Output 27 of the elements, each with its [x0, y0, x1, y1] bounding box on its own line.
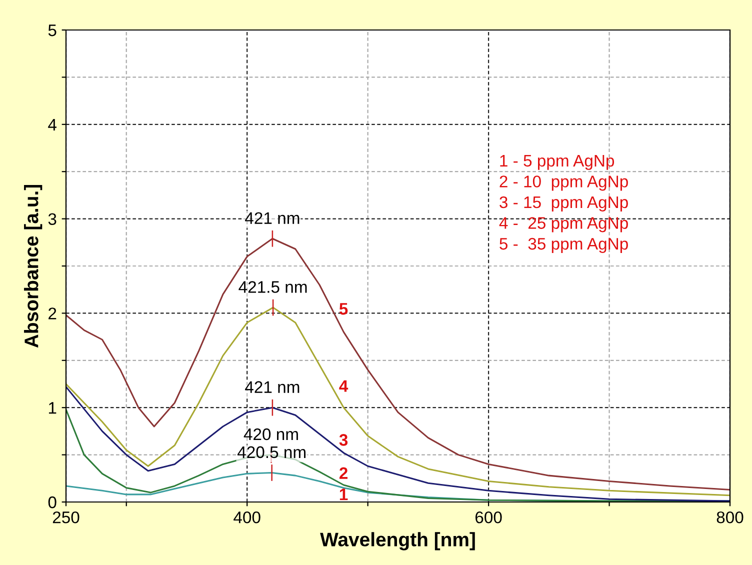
y-tick-label: 1	[48, 402, 56, 414]
annotation: 1 - 5 ppm AgNp	[500, 155, 614, 170]
series-label: 4	[339, 380, 348, 392]
y-tick-label: 5	[48, 24, 56, 36]
series-label: 5	[339, 303, 348, 315]
x-tick-label: 600	[475, 511, 502, 524]
annotation: 420 nm	[244, 428, 298, 440]
x-tick-label: 250	[52, 511, 80, 524]
annotation: 421 nm	[245, 381, 300, 393]
y-tick-label: 3	[48, 213, 56, 226]
y-tick-label: 4	[48, 118, 56, 130]
annotation: 421 nm	[245, 212, 300, 224]
y-tick-label: 2	[48, 308, 56, 320]
annotation: 5 - 35 ppm AgNp	[500, 238, 628, 253]
y-tick-label: 0	[48, 496, 56, 508]
annotation: 420.5 nm	[237, 446, 306, 458]
annotation: 421.5 nm	[238, 281, 307, 293]
annotation: 2 - 10 ppm AgNp	[500, 176, 628, 191]
series-label: 2	[339, 467, 348, 479]
x-axis-title: Wavelength [nm]	[320, 532, 475, 550]
series-label: 1	[340, 488, 348, 500]
annotation: 3 - 15 ppm AgNp	[500, 196, 628, 212]
series-label: 3	[339, 434, 348, 446]
annotation: 4 - 25 ppm AgNp	[499, 217, 628, 232]
y-axis-title: Absorbance [a.u.]	[24, 184, 42, 348]
x-tick-label: 800	[716, 511, 744, 524]
x-tick-label: 400	[234, 511, 260, 524]
